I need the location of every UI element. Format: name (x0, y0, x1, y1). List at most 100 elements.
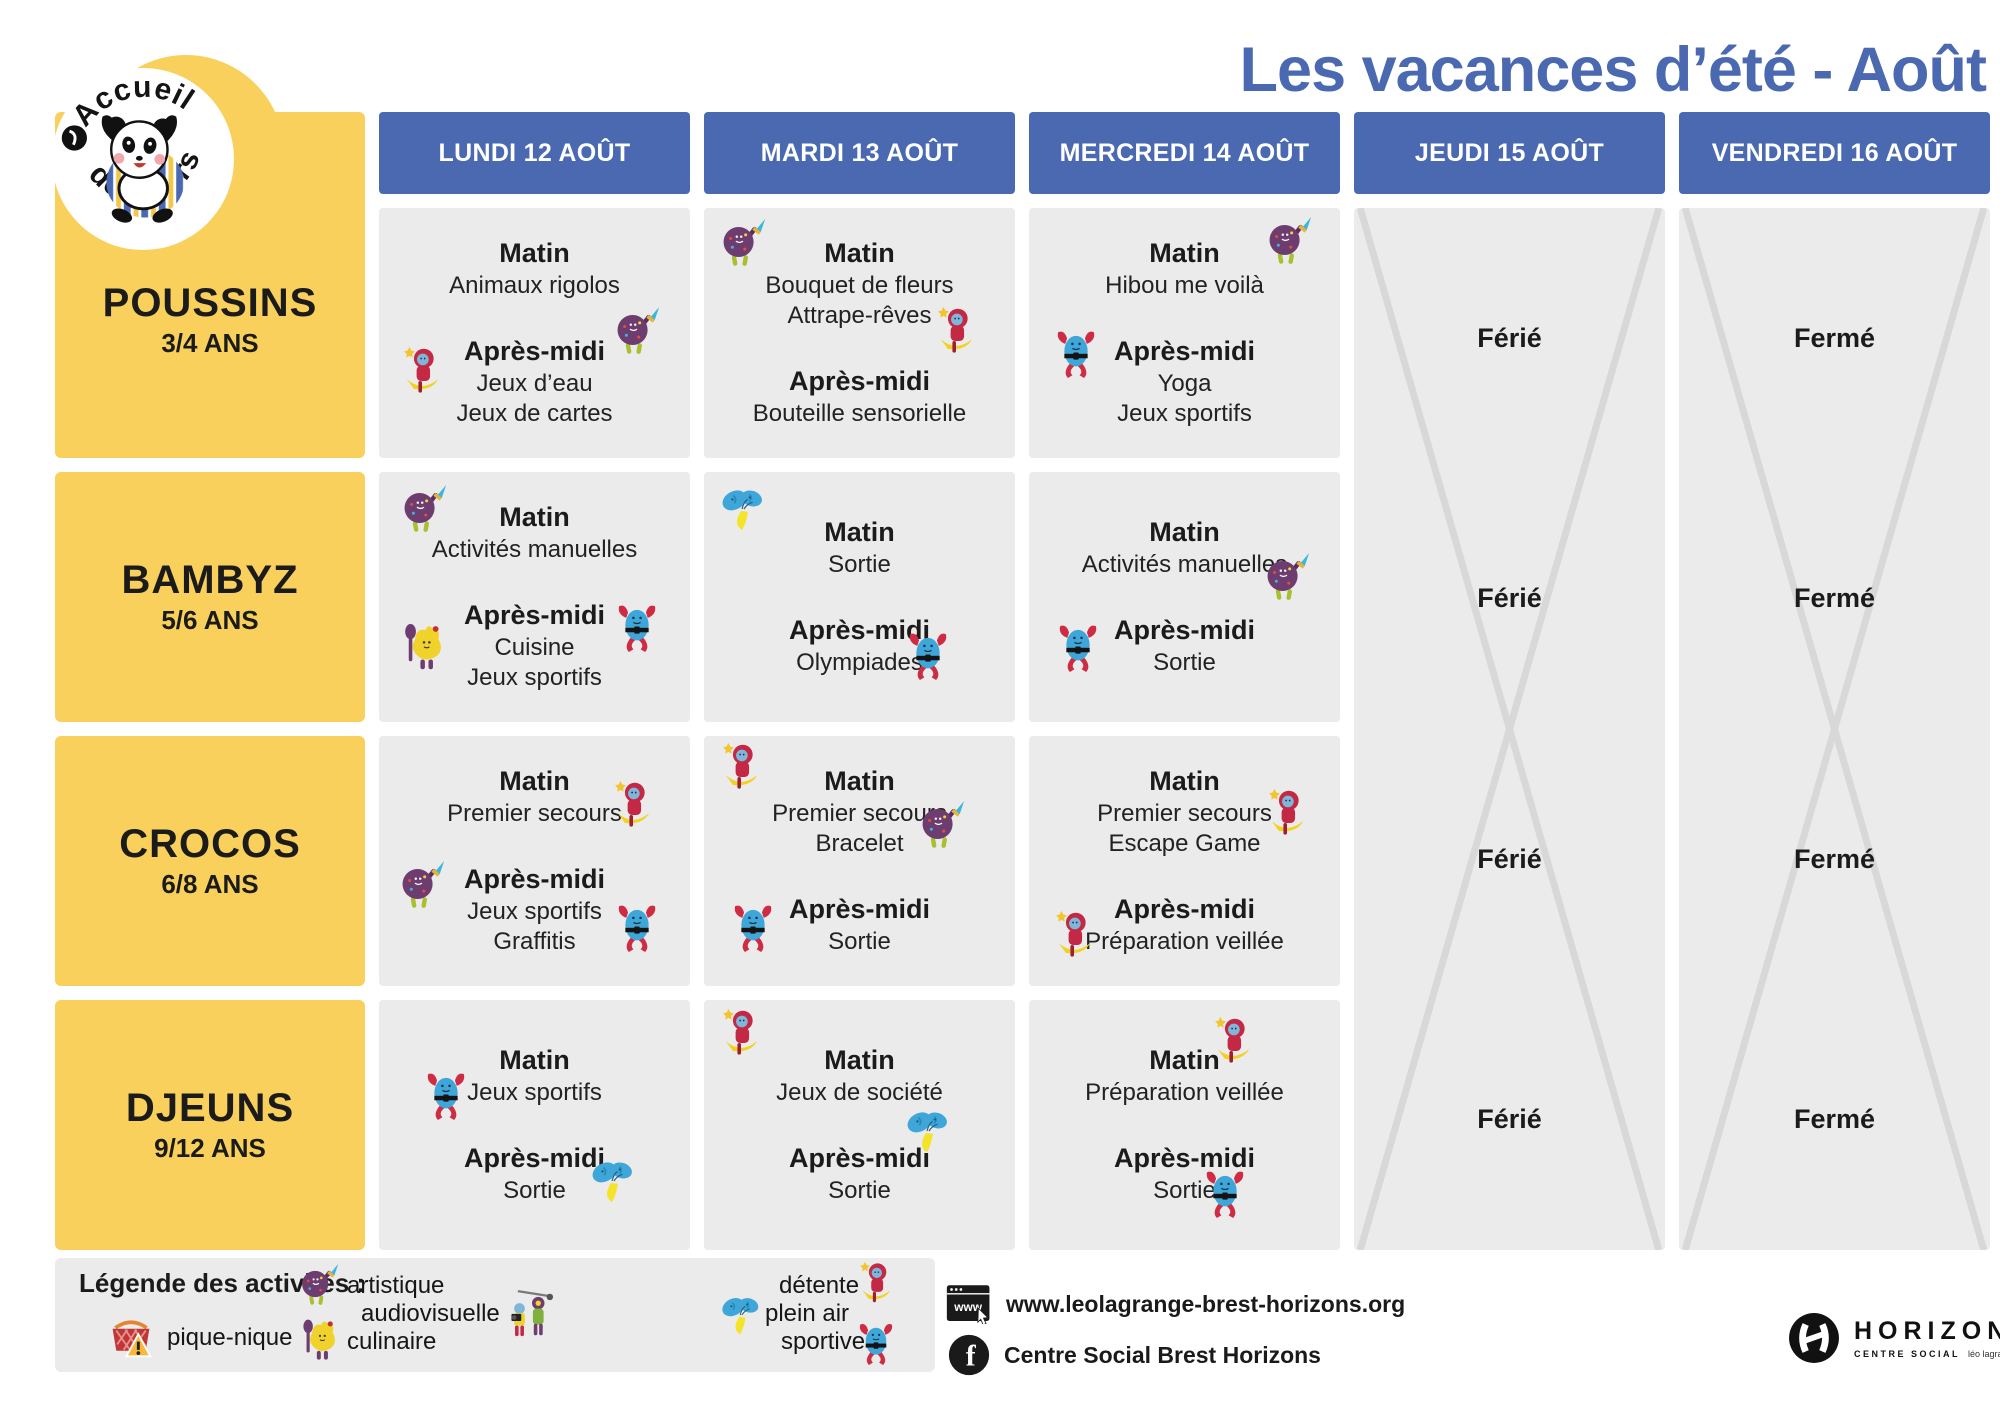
activity-line: Olympiades (796, 648, 923, 676)
cell-poussins-mardi: Matin Bouquet de fleurs Attrape-rêves Ap… (704, 208, 1015, 458)
activity-line: Sortie (1153, 648, 1216, 676)
plein-air-icon (938, 307, 972, 353)
column-header-mercredi: MERCREDI 14 AOÛT (1029, 112, 1340, 194)
horizons-partner: léo lagrange (1968, 1349, 2000, 1359)
apres-midi-label: Après-midi (463, 600, 606, 630)
matin-label: Matin (824, 766, 895, 797)
ferie-label: Férié (1477, 843, 1542, 874)
cell-bambyz-mercredi: Matin Activités manuelles Après-midi Sor… (1029, 472, 1340, 722)
cell-djeuns-mardi: Matin Jeux de société Après-midi Sortie (704, 1000, 1015, 1250)
activity-line: Jeux de société (776, 1079, 943, 1106)
facebook-icon (949, 1335, 989, 1375)
artistique-icon (405, 485, 447, 532)
sportive-icon (910, 634, 946, 680)
matin-label: Matin (1149, 1045, 1220, 1076)
apres-midi-label: Après-midi (788, 1143, 931, 1173)
apres-midi-label: Après-midi (1113, 1143, 1256, 1173)
sportive-icon (860, 1324, 892, 1365)
activity-line: Cuisine (494, 633, 575, 661)
legend-picnic-label: pique-nique (167, 1324, 293, 1351)
ferie-label: Férié (1477, 1104, 1542, 1135)
column-header-mardi: MARDI 13 AOÛT (704, 112, 1015, 194)
legend-detente-label: détente (779, 1272, 860, 1299)
row-header-crocos: CROCOS 6/8 ANS (55, 736, 365, 986)
activity-line: Sortie (828, 927, 891, 955)
sportive-icon (428, 1074, 464, 1120)
row-header-bambyz: BAMBYZ 5/6 ANS (55, 472, 365, 722)
detente-icon (905, 1108, 949, 1152)
schedule-table: LUNDI 12 AOÛT MARDI 13 AOÛT MERCREDI 14 … (55, 112, 1990, 1250)
apres-midi-label: Après-midi (463, 336, 606, 366)
legend-plein-air-label: plein air (765, 1300, 850, 1327)
facebook-page-name: Centre Social Brest Horizons (1004, 1341, 1321, 1368)
apres-midi-label: Après-midi (788, 615, 931, 645)
sportive-icon (619, 606, 655, 652)
plein-air-icon (615, 781, 649, 827)
leisure-center-logo: Accueil de loisirs (52, 68, 234, 250)
sportive-icon (619, 906, 655, 952)
activity-line: Préparation veillée (1085, 1079, 1284, 1106)
activity-line: Sortie (828, 1176, 891, 1204)
ferie-label: Férié (1477, 583, 1542, 614)
group-ages: 5/6 ANS (161, 605, 259, 635)
matin-label: Matin (1149, 766, 1220, 797)
activity-line: Sortie (1153, 1176, 1216, 1204)
group-ages: 6/8 ANS (161, 869, 259, 899)
www-browser-icon (947, 1285, 990, 1324)
artistique-icon (403, 861, 445, 908)
ferme-label: Fermé (1793, 843, 1876, 874)
artistique-icon (1268, 553, 1310, 600)
matin-label: Matin (499, 1045, 570, 1076)
artistique-icon (724, 219, 766, 266)
artistique-icon (618, 307, 660, 354)
column-header-lundi: LUNDI 12 AOÛT (379, 112, 690, 194)
activity-line: Activités manuelles (431, 536, 638, 563)
audiovisuelle-icon (511, 1290, 553, 1336)
group-name: DJEUNS (125, 1086, 295, 1130)
matin-label: Matin (1149, 238, 1220, 269)
panda-logo-icon: Accueil de loisirs (61, 68, 214, 223)
matin-label: Matin (824, 1045, 895, 1076)
apres-midi-label: Après-midi (463, 1143, 606, 1173)
group-name: CROCOS (119, 822, 301, 866)
matin-label: Matin (824, 517, 895, 548)
activity-line: Jeux sportifs (467, 897, 602, 925)
ferme-label: Fermé (1793, 583, 1876, 614)
cell-poussins-lundi: Matin Animaux rigolos Après-midi Jeux d’… (379, 208, 690, 458)
horizons-name: HORIZONS (1854, 1317, 2000, 1345)
activity-line: Bouquet de fleurs (765, 272, 954, 299)
culinaire-icon (303, 1320, 335, 1360)
legend-audiovisuelle-label: audiovisuelle (361, 1300, 500, 1327)
cell-bambyz-mardi: Matin Sortie Après-midi Olympiades (704, 472, 1015, 722)
detente-icon (590, 1158, 634, 1202)
column-header-jeudi: JEUDI 15 AOÛT (1354, 112, 1665, 194)
activity-line: Jeux sportifs (467, 663, 602, 691)
activity-line: Préparation veillée (1085, 927, 1284, 955)
activity-line: Premier secours (772, 800, 947, 827)
activity-line: Jeux de cartes (456, 399, 613, 427)
activity-line: Premier secours (447, 800, 622, 827)
apres-midi-label: Après-midi (463, 864, 606, 894)
panda-drawing (61, 115, 184, 223)
activity-line: Sortie (828, 551, 891, 578)
cell-crocos-mardi: Matin Premier secours Bracelet Après-mid… (704, 736, 1015, 986)
ferme-label: Fermé (1793, 322, 1876, 353)
horizons-subtitle: CENTRE SOCIAL (1854, 1349, 1961, 1359)
legend-sportive-label: sportive (781, 1328, 866, 1355)
artistique-icon (302, 1264, 338, 1305)
matin-label: Matin (499, 238, 570, 269)
activity-line: Graffitis (493, 927, 576, 955)
group-name: BAMBYZ (121, 558, 299, 602)
legend: Légende des activités : pique-nique arti… (55, 1258, 935, 1372)
sportive-icon (1058, 332, 1094, 378)
cell-bambyz-lundi: Matin Activités manuelles Après-midi Cui… (379, 472, 690, 722)
activity-line: Yoga (1157, 369, 1212, 397)
apres-midi-label: Après-midi (1113, 615, 1256, 645)
row-header-djeuns: DJEUNS 9/12 ANS (55, 1000, 365, 1250)
apres-midi-label: Après-midi (1113, 894, 1255, 924)
apres-midi-label: Après-midi (788, 366, 931, 396)
group-ages: 3/4 ANS (161, 328, 259, 358)
activity-line: Animaux rigolos (449, 272, 620, 299)
activity-line: Hibou me voilà (1105, 272, 1264, 299)
